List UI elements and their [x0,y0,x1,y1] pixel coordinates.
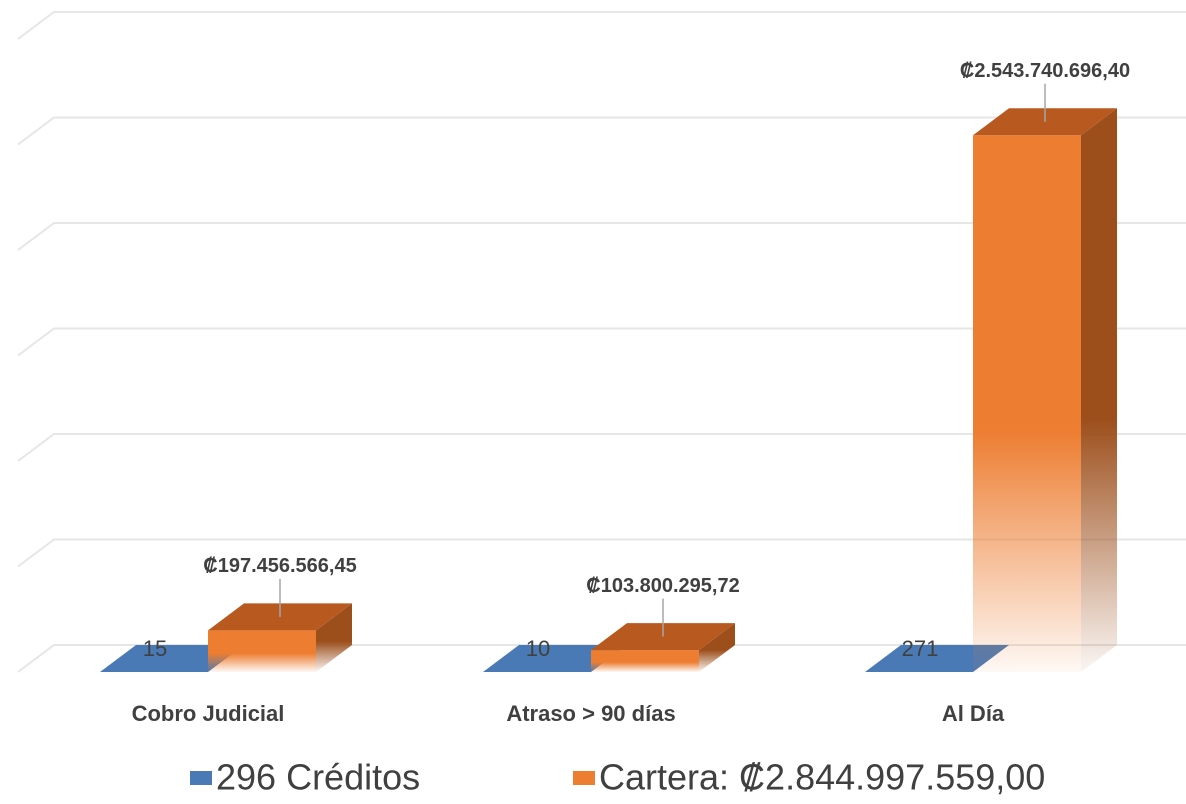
data-label: ₡103.800.295,72 [586,575,739,597]
data-label: ₡197.456.566,45 [203,555,356,577]
bar-front [591,650,699,672]
data-label: ₡2.543.740.696,40 [960,60,1130,82]
legend-swatch [190,771,212,785]
grid-line [17,11,1186,40]
bar-side [316,603,352,672]
grid-line [17,116,1186,146]
grid-line [17,538,1186,568]
grid-line [17,327,1186,357]
grid-line [17,433,1186,462]
bar-front [208,630,316,672]
data-label: 10 [526,636,550,661]
legend-swatch [573,771,595,785]
x-tick-label: Al Día [942,701,1005,726]
bar-side [699,623,735,672]
x-tick-label: Cobro Judicial [132,701,285,726]
data-label: 271 [902,636,939,661]
bar-front [973,135,1081,673]
legend-label: 296 Créditos [216,757,420,798]
legend-label: Cartera: ₡2.844.997.559,00 [599,757,1045,798]
data-label: 15 [143,636,167,661]
grid-line [17,222,1186,251]
x-tick-label: Atraso > 90 días [506,701,675,726]
grid-line [17,644,1186,673]
bar-side [1081,108,1117,673]
